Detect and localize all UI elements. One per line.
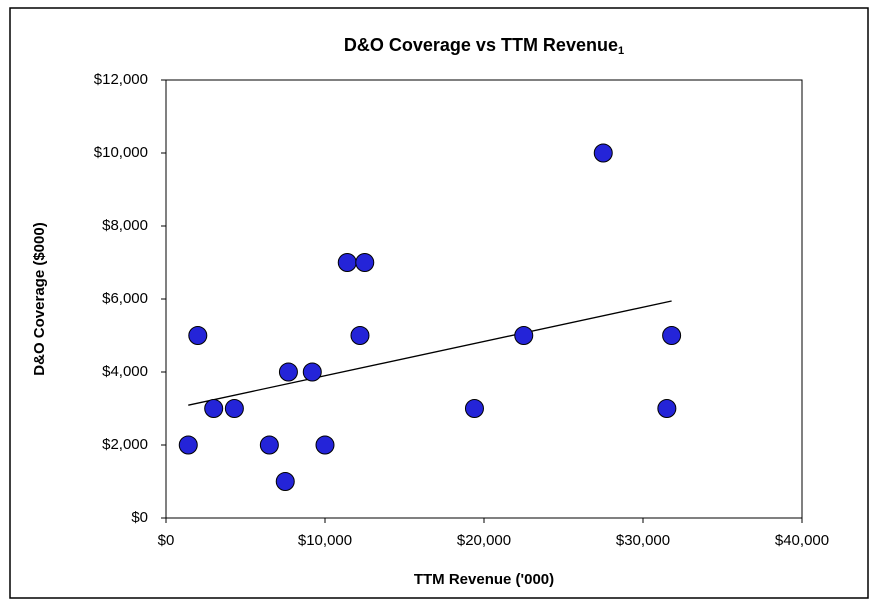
data-point [302,362,322,382]
chart-border [9,7,869,599]
y-tick-label: $0 [131,509,148,526]
chart-title: D&O Coverage vs TTM Revenue1 [344,35,624,57]
data-point [337,253,357,272]
data-point [464,399,484,418]
data-point [224,399,244,418]
data-point [278,362,298,382]
x-tick-label: $40,000 [775,532,829,549]
data-point [514,326,534,345]
x-tick-label: $10,000 [298,532,352,549]
data-point [315,435,335,455]
data-point [657,399,677,418]
title-footnote: 1 [618,45,624,57]
data-point [178,435,198,455]
y-tick-label: $6,000 [102,290,148,307]
y-tick-label: $2,000 [102,436,148,453]
x-tick-label: $20,000 [457,532,511,549]
y-axis-label: D&O Coverage ($000) [31,222,48,375]
data-point [259,435,279,455]
y-tick-label: $8,000 [102,217,148,234]
data-point [593,143,613,163]
title-text: D&O Coverage vs TTM Revenue [344,35,618,55]
data-point [350,326,370,345]
y-tick-label: $4,000 [102,363,148,380]
data-point [188,326,208,345]
data-point [204,399,224,418]
x-tick-label: $30,000 [616,532,670,549]
data-point [662,326,682,345]
x-axis-label: TTM Revenue ('000) [414,571,554,588]
data-point [355,253,375,272]
y-tick-label: $12,000 [94,71,148,88]
x-tick-label: $0 [158,532,175,549]
trendline [188,300,672,406]
y-tick-label: $10,000 [94,144,148,161]
data-point [275,472,295,491]
